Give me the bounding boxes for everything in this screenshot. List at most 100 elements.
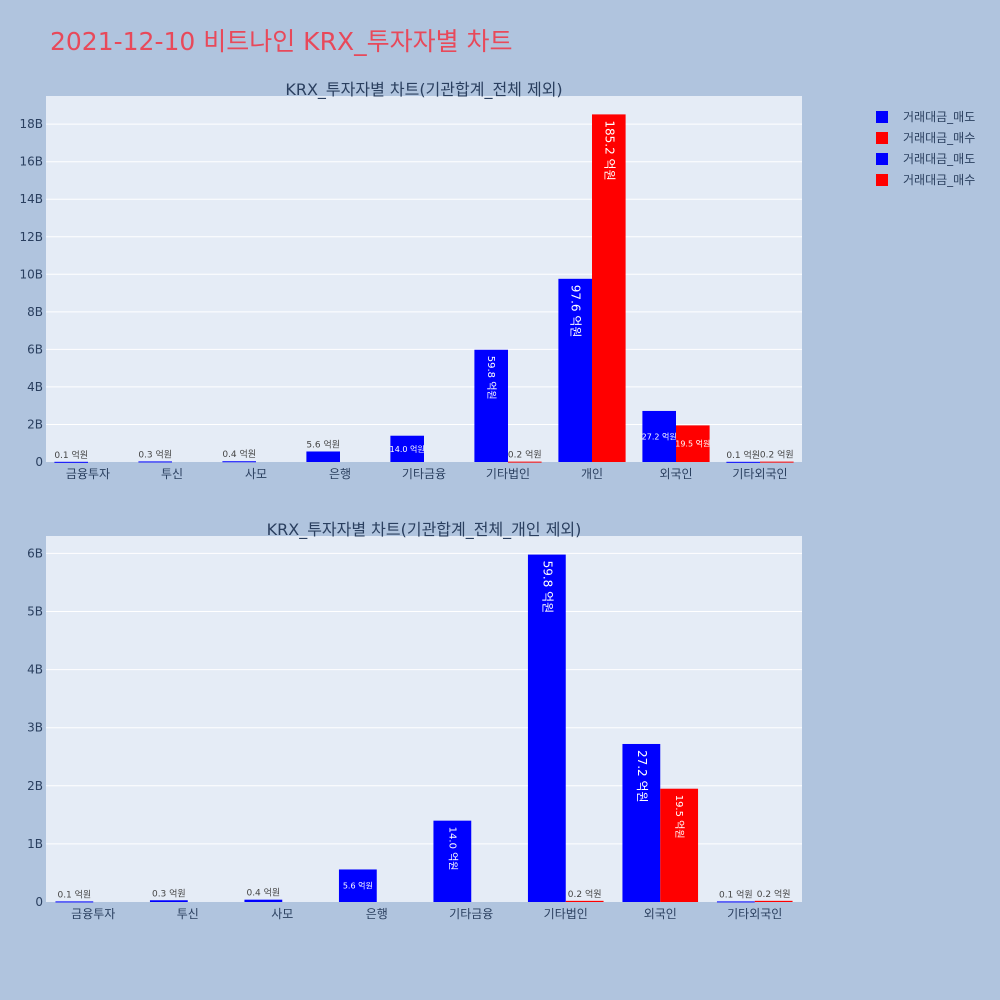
- chart-1: 0 2B 4B 6B 8B 10B 12B 14B 16B 18B KRX_투자자별 차트(기관합계…: [19, 80, 802, 481]
- data-label: 14.0 억원: [390, 444, 425, 454]
- data-label: 0.4 억원: [222, 448, 256, 460]
- legend-item-buy-1[interactable]: 거래대금_매수: [876, 127, 975, 148]
- page-title: 2021-12-10 비트나인 KRX_투자자별 차트: [50, 27, 513, 56]
- x-tick-label: 외국인: [644, 907, 677, 921]
- data-label: 97.6 억원: [569, 285, 583, 338]
- chart-2: 0 1B 2B 3B 4B 5B 6B KRX_투자자별 차트(기관합계_전체_개인 제외) 금…: [27, 520, 802, 921]
- y-tick-label: 12B: [19, 230, 43, 244]
- data-label: 27.2 억원: [635, 750, 649, 803]
- bar: [622, 743, 661, 902]
- bar: [433, 820, 472, 902]
- x-tick-label: 금융투자: [66, 467, 110, 481]
- bar: [338, 869, 377, 902]
- legend-item-sell-2[interactable]: 거래대금_매도: [876, 148, 975, 169]
- x-tick-label: 기타금융: [449, 907, 493, 921]
- data-label: 59.8 억원: [485, 356, 497, 400]
- data-label: 5.6 억원: [343, 881, 373, 891]
- bar: [149, 900, 188, 902]
- y-tick-label: 3B: [27, 721, 43, 735]
- bar: [222, 461, 256, 463]
- y-tick-label: 0: [35, 895, 43, 909]
- data-label: 0.1 억원: [57, 888, 91, 900]
- chart-title: KRX_투자자별 차트(기관합계_전체_개인 제외): [267, 520, 582, 540]
- x-tick-label: 은행: [366, 906, 388, 921]
- bar: [558, 278, 592, 462]
- bar: [138, 461, 172, 463]
- x-tick-label: 외국인: [659, 467, 692, 481]
- bar: [726, 461, 760, 463]
- bar: [55, 901, 94, 903]
- bar: [565, 900, 604, 902]
- bar: [306, 451, 340, 462]
- x-tick-label: 기타외국인: [727, 907, 782, 921]
- data-label: 0.4 억원: [246, 887, 280, 899]
- plot-background: [46, 96, 802, 462]
- data-label: 14.0 억원: [446, 827, 458, 871]
- data-label: 19.5 억원: [673, 795, 685, 839]
- bar: [660, 788, 699, 902]
- data-label: 0.2 억원: [568, 888, 602, 900]
- bar: [592, 114, 626, 462]
- legend-swatch: [876, 110, 888, 123]
- x-tick-label: 기타외국인: [732, 467, 787, 481]
- x-tick-label: 사모: [245, 467, 267, 481]
- x-tick-label: 금융투자: [71, 907, 115, 921]
- legend-swatch: [876, 131, 888, 144]
- legend-label: 거래대금_매도: [903, 110, 976, 124]
- data-label: 27.2 억원: [642, 431, 677, 441]
- x-tick-label: 개인: [581, 467, 603, 481]
- x-tick-label: 투신: [177, 907, 199, 921]
- x-tick-label: 사모: [271, 907, 293, 921]
- y-tick-label: 10B: [19, 267, 43, 281]
- legend-swatch: [876, 173, 888, 186]
- x-tick-label: 기타법인: [544, 907, 588, 921]
- bar: [527, 554, 566, 902]
- data-label: 0.1 억원: [719, 888, 753, 900]
- data-label: 0.1 억원: [726, 449, 760, 461]
- y-tick-label: 4B: [27, 380, 43, 394]
- bar: [676, 425, 710, 462]
- y-tick-label: 6B: [27, 342, 43, 356]
- bar: [474, 349, 508, 462]
- y-tick-label: 5B: [27, 605, 43, 619]
- data-label: 0.1 억원: [54, 449, 88, 461]
- data-label: 185.2 억원: [602, 120, 616, 180]
- data-label: 0.2 억원: [760, 449, 794, 461]
- data-label: 0.3 억원: [138, 448, 172, 460]
- y-tick-label: 1B: [27, 837, 43, 851]
- legend-label: 거래대금_매수: [903, 173, 976, 187]
- x-tick-label: 기타법인: [486, 467, 530, 481]
- chart-title: KRX_투자자별 차트(기관합계_전체 제외): [285, 80, 562, 100]
- legend-item-sell-1[interactable]: 거래대금_매도: [876, 106, 975, 127]
- bar: [54, 461, 88, 463]
- y-tick-label: 14B: [19, 192, 43, 206]
- data-label: 59.8 억원: [540, 561, 554, 614]
- x-tick-label: 투신: [161, 467, 183, 481]
- legend[interactable]: 거래대금_매도 거래대금_매수 거래대금_매도 거래대금_매수: [876, 106, 975, 190]
- y-tick-label: 0: [35, 455, 43, 469]
- y-tick-label: 16B: [19, 155, 43, 169]
- legend-label: 거래대금_매도: [903, 152, 976, 166]
- data-label: 5.6 억원: [306, 438, 340, 450]
- data-label: 0.2 억원: [508, 449, 542, 461]
- y-tick-label: 6B: [27, 546, 43, 560]
- y-tick-label: 2B: [27, 417, 43, 431]
- y-tick-label: 8B: [27, 305, 43, 319]
- bar: [760, 461, 794, 463]
- data-label: 0.3 억원: [152, 887, 186, 899]
- bar: [508, 461, 542, 463]
- bar: [716, 901, 755, 903]
- legend-item-buy-2[interactable]: 거래대금_매수: [876, 169, 975, 190]
- bar: [642, 410, 676, 462]
- legend-swatch: [876, 152, 888, 165]
- bar: [390, 435, 424, 462]
- y-tick-label: 4B: [27, 663, 43, 677]
- legend-label: 거래대금_매수: [903, 131, 976, 145]
- x-tick-label: 은행: [329, 466, 351, 481]
- y-tick-label: 18B: [19, 117, 43, 131]
- x-tick-label: 기타금융: [402, 467, 446, 481]
- data-label: 19.5 억원: [675, 439, 710, 449]
- y-tick-label: 2B: [27, 779, 43, 793]
- bar: [244, 899, 283, 902]
